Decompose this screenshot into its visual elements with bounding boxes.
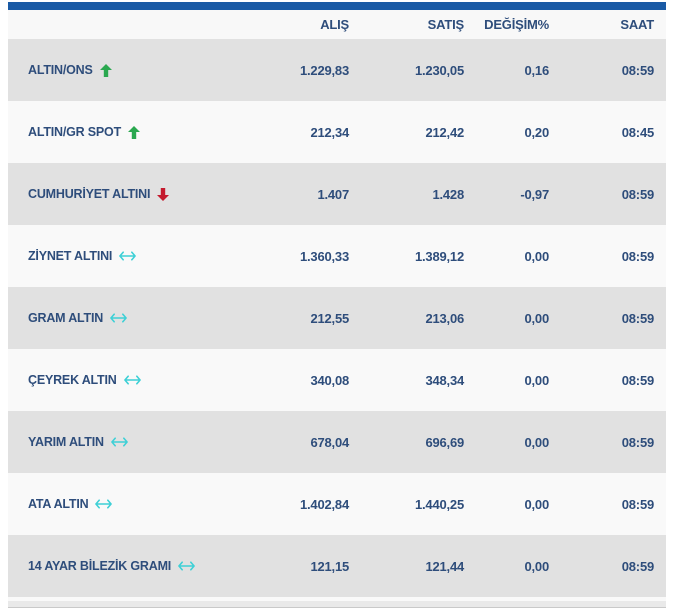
column-header-satis: SATIŞ bbox=[427, 17, 465, 32]
degisim-value: 0,16 bbox=[524, 62, 549, 78]
saat-value: 08:59 bbox=[621, 372, 654, 388]
saat-value: 08:45 bbox=[621, 124, 654, 140]
table-row[interactable]: GRAM ALTIN 212,55 213,06 0,00 08:59 bbox=[8, 287, 666, 349]
saat-value: 08:59 bbox=[621, 248, 654, 264]
instrument-name: ATA ALTIN bbox=[28, 497, 89, 511]
table-header: ALIŞ SATIŞ DEĞİŞİM% SAAT bbox=[8, 10, 666, 39]
table-row[interactable]: ALTIN/ONS 1.229,83 1.230,05 0,16 08:59 bbox=[8, 39, 666, 101]
satis-value: 212,42 bbox=[425, 124, 464, 140]
instrument-name: ALTIN/GR SPOT bbox=[28, 125, 121, 139]
saat-value: 08:59 bbox=[621, 62, 654, 78]
instrument-name: ÇEYREK ALTIN bbox=[28, 373, 117, 387]
arrow-down-icon bbox=[157, 187, 170, 201]
arrow-up-icon bbox=[99, 63, 112, 77]
partial-next-row bbox=[8, 601, 666, 608]
arrow-left-right-icon bbox=[119, 251, 137, 261]
table-row[interactable]: ALTIN/GR SPOT 212,34 212,42 0,20 08:45 bbox=[8, 101, 666, 163]
alis-value: 678,04 bbox=[310, 434, 349, 450]
degisim-value: 0,00 bbox=[524, 248, 549, 264]
alis-value: 121,15 bbox=[310, 558, 349, 574]
instrument-name: 14 AYAR BİLEZİK GRAMI bbox=[28, 559, 172, 573]
arrow-left-right-icon bbox=[178, 561, 195, 571]
saat-value: 08:59 bbox=[621, 186, 654, 202]
degisim-value: 0,00 bbox=[524, 496, 549, 512]
satis-value: 1.428 bbox=[432, 186, 464, 202]
column-header-saat: SAAT bbox=[620, 17, 654, 32]
table-row[interactable]: YARIM ALTIN 678,04 696,69 0,00 08:59 bbox=[8, 411, 666, 473]
satis-value: 1.440,25 bbox=[414, 496, 464, 512]
saat-value: 08:59 bbox=[621, 496, 654, 512]
saat-value: 08:59 bbox=[621, 434, 654, 450]
satis-value: 121,44 bbox=[425, 558, 464, 574]
alis-value: 1.229,83 bbox=[299, 62, 349, 78]
degisim-value: 0,20 bbox=[524, 124, 549, 140]
arrow-left-right-icon bbox=[95, 499, 113, 509]
partial-next-row-gap bbox=[8, 597, 666, 601]
arrow-left-right-icon bbox=[110, 313, 127, 323]
instrument-name: ZİYNET ALTINI bbox=[28, 249, 113, 263]
table-row[interactable]: ATA ALTIN 1.402,84 1.440,25 0,00 08:59 bbox=[8, 473, 666, 535]
saat-value: 08:59 bbox=[621, 558, 654, 574]
degisim-value: 0,00 bbox=[524, 558, 549, 574]
column-header-degisim: DEĞİŞİM% bbox=[484, 17, 549, 32]
satis-value: 1.389,12 bbox=[414, 248, 464, 264]
table-row[interactable]: ÇEYREK ALTIN 340,08 348,34 0,00 08:59 bbox=[8, 349, 666, 411]
column-header-alis: ALIŞ bbox=[320, 17, 349, 32]
alis-value: 1.407 bbox=[317, 186, 349, 202]
top-accent-bar bbox=[8, 2, 666, 10]
degisim-value: 0,00 bbox=[524, 434, 549, 450]
arrow-left-right-icon bbox=[110, 437, 128, 447]
alis-value: 1.402,84 bbox=[299, 496, 349, 512]
alis-value: 212,55 bbox=[310, 310, 349, 326]
satis-value: 213,06 bbox=[425, 310, 464, 326]
gold-prices-widget: ALIŞ SATIŞ DEĞİŞİM% SAAT ALTIN/ONS 1.229… bbox=[8, 2, 666, 608]
table-row[interactable]: ZİYNET ALTINI 1.360,33 1.389,12 0,00 08:… bbox=[8, 225, 666, 287]
instrument-name: CUMHURİYET ALTINI bbox=[28, 187, 151, 201]
table-row[interactable]: 14 AYAR BİLEZİK GRAMI 121,15 121,44 0,00… bbox=[8, 535, 666, 597]
alis-value: 1.360,33 bbox=[299, 248, 349, 264]
alis-value: 212,34 bbox=[310, 124, 349, 140]
degisim-value: 0,00 bbox=[524, 372, 549, 388]
saat-value: 08:59 bbox=[621, 310, 654, 326]
satis-value: 696,69 bbox=[425, 434, 464, 450]
degisim-value: 0,00 bbox=[524, 310, 549, 326]
arrow-up-icon bbox=[128, 125, 140, 139]
satis-value: 348,34 bbox=[425, 372, 464, 388]
instrument-name: ALTIN/ONS bbox=[28, 63, 93, 77]
table-body: ALTIN/ONS 1.229,83 1.230,05 0,16 08:59 A… bbox=[8, 39, 666, 597]
instrument-name: GRAM ALTIN bbox=[28, 311, 104, 325]
alis-value: 340,08 bbox=[310, 372, 349, 388]
degisim-value: -0,97 bbox=[520, 186, 549, 202]
satis-value: 1.230,05 bbox=[414, 62, 464, 78]
instrument-name: YARIM ALTIN bbox=[28, 435, 104, 449]
table-row[interactable]: CUMHURİYET ALTINI 1.407 1.428 -0,97 08:5… bbox=[8, 163, 666, 225]
arrow-left-right-icon bbox=[123, 375, 141, 385]
